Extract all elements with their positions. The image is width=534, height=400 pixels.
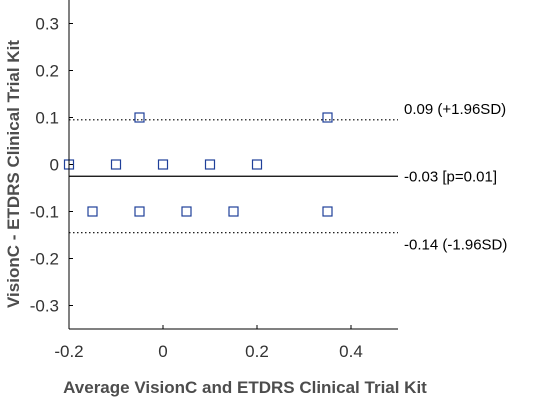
reference-line-labels: 0.09 (+1.96SD) -0.03 [p=0.01] -0.14 (-1.96…: [404, 101, 507, 254]
data-point: [110, 159, 122, 170]
x-tick-label: 0: [158, 342, 167, 361]
y-tick-label: 0: [50, 156, 59, 175]
y-tick-label: 0.3: [35, 15, 59, 34]
data-point: [322, 112, 333, 123]
data-point: [204, 159, 216, 170]
data-point: [134, 112, 145, 123]
axes: [68, 0, 398, 330]
x-tick-label: -0.2: [54, 342, 83, 361]
reference-line-label: 0.09 (+1.96SD): [404, 101, 506, 118]
data-point: [181, 206, 192, 217]
x-tick-label: 0.2: [245, 342, 269, 361]
reference-line-label: -0.14 (-1.96SD): [404, 237, 507, 254]
y-tick-label: 0.2: [35, 62, 59, 81]
y-axis-label: VisionC - ETDRS Clinical Trial Kit: [4, 40, 23, 308]
data-point: [322, 206, 333, 217]
reference-line-label: -0.03 [p=0.01]: [404, 168, 497, 185]
x-tick-label: 0.4: [339, 342, 363, 361]
y-tick-label: -0.3: [30, 297, 59, 316]
data-point: [251, 159, 263, 170]
y-tick-label: -0.1: [30, 203, 59, 222]
data-point: [87, 206, 98, 217]
data-point: [134, 206, 145, 217]
reference-lines: [69, 119, 398, 234]
data-points: [63, 112, 333, 217]
y-tick-label: 0.1: [35, 109, 59, 128]
x-axis-label: Average VisionC and ETDRS Clinical Trial…: [63, 378, 427, 397]
data-point: [228, 206, 239, 217]
tick-labels: 0.3 0.2 0.1 0 -0.1 -0.2 -0.3 -0.2 0 0.2 0.4: [30, 15, 363, 362]
data-point: [157, 159, 169, 170]
y-tick-label: -0.2: [30, 250, 59, 269]
